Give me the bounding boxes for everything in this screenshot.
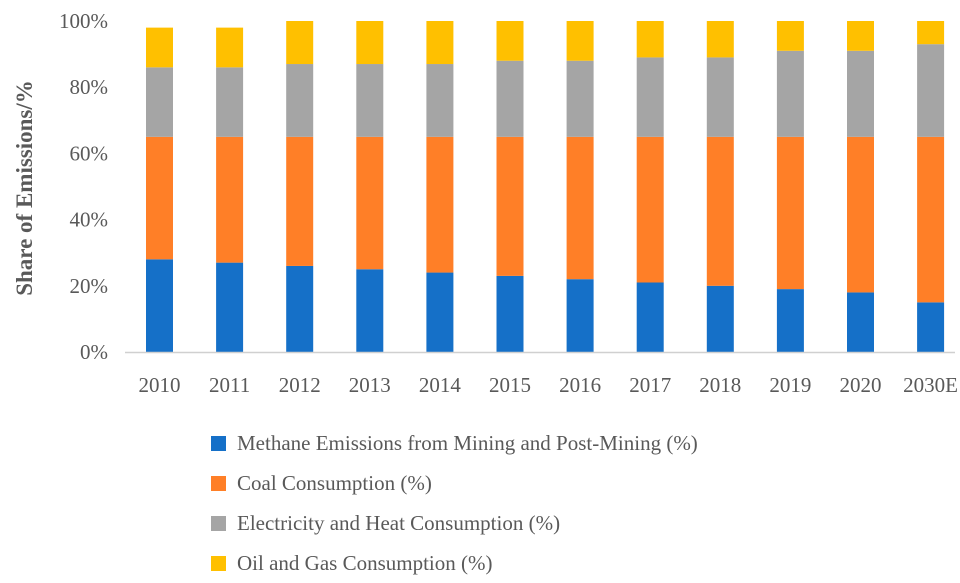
x-tick-label: 2013 [349, 373, 391, 397]
legend-item: Methane Emissions from Mining and Post-M… [211, 423, 698, 463]
y-axis-title: Share of Emissions/% [12, 80, 37, 296]
bar-segment-3 [566, 21, 594, 61]
bar-segment-2 [146, 67, 173, 137]
y-tick-label: 0% [80, 340, 108, 364]
x-tick-label: 2014 [419, 373, 462, 397]
legend-swatch [211, 515, 226, 531]
bar-segment-2 [356, 64, 384, 137]
bar-segment-1 [636, 136, 664, 283]
bar-segment-3 [706, 21, 734, 58]
bar-segment-3 [917, 21, 945, 45]
y-tick-label: 80% [70, 75, 109, 99]
bar-segment-2 [917, 44, 945, 137]
x-tick-label: 2019 [769, 373, 811, 397]
legend-swatch [211, 435, 226, 451]
bar-segment-1 [216, 136, 244, 263]
legend-label: Coal Consumption (%) [237, 470, 432, 495]
bar-segment-1 [847, 136, 874, 293]
bar-segment-3 [146, 27, 173, 68]
bar-segment-1 [566, 136, 594, 280]
x-tick-label: 2011 [209, 373, 250, 397]
bar-segment-1 [146, 136, 173, 260]
bar-segment-0 [496, 275, 524, 352]
legend-item: Oil and Gas Consumption (%) [211, 543, 698, 583]
bar-segment-1 [496, 136, 524, 276]
bar-segment-1 [917, 136, 945, 303]
legend-label: Methane Emissions from Mining and Post-M… [237, 430, 698, 455]
bar-segment-2 [636, 57, 664, 137]
bar-segment-0 [426, 272, 454, 352]
legend-label: Oil and Gas Consumption (%) [237, 550, 493, 575]
bar-segment-1 [356, 136, 384, 270]
y-tick-label: 100% [59, 9, 108, 33]
bar-segment-2 [496, 60, 524, 137]
bar-segment-2 [286, 64, 314, 137]
x-tick-label: 2010 [139, 373, 181, 397]
bar-segment-0 [917, 302, 945, 352]
x-tick-label: 2015 [489, 373, 531, 397]
x-tick-label: 2030E [903, 373, 958, 397]
bar-segment-0 [146, 259, 173, 352]
y-tick-label: 20% [70, 274, 109, 298]
bar-segment-1 [776, 136, 804, 290]
bar-segment-0 [847, 292, 874, 352]
bar-segment-0 [216, 262, 244, 352]
bar-segment-3 [776, 21, 804, 51]
legend-swatch [211, 555, 226, 571]
bar-segment-3 [496, 21, 524, 61]
legend-swatch [211, 475, 226, 491]
bar-segment-0 [706, 285, 734, 352]
legend-label: Electricity and Heat Consumption (%) [237, 510, 561, 535]
bar-segment-3 [356, 21, 384, 65]
y-tick-label: 60% [70, 141, 109, 165]
bar-segment-2 [706, 57, 734, 137]
bar-segment-3 [216, 27, 244, 68]
bar-segment-2 [216, 67, 244, 137]
x-tick-label: 2012 [279, 373, 321, 397]
bar-segment-0 [286, 265, 314, 352]
bar-segment-2 [426, 64, 454, 137]
bar-segment-0 [566, 279, 594, 352]
bar-segment-2 [776, 50, 804, 137]
bar-segment-3 [636, 21, 664, 58]
bar-segment-1 [426, 136, 454, 273]
bar-segment-3 [286, 21, 314, 65]
legend: Methane Emissions from Mining and Post-M… [211, 423, 698, 583]
stacked-bar-chart: Share of Emissions/% 0%20%40%60%80%100% … [12, 9, 958, 397]
bar-segment-0 [636, 282, 664, 352]
x-tick-label: 2018 [699, 373, 741, 397]
bar-segment-2 [847, 50, 874, 137]
bar-segment-3 [426, 21, 454, 65]
bar-segment-3 [847, 21, 874, 51]
bar-segment-1 [286, 136, 314, 266]
y-tick-label: 40% [70, 208, 109, 232]
legend-item: Coal Consumption (%) [211, 463, 698, 503]
bar-segment-0 [356, 269, 384, 352]
bar-segment-1 [706, 136, 734, 286]
bar-segment-0 [776, 289, 804, 352]
legend-item: Electricity and Heat Consumption (%) [211, 503, 698, 543]
x-tick-label: 2020 [840, 373, 882, 397]
bar-segment-2 [566, 60, 594, 137]
x-tick-label: 2017 [629, 373, 671, 397]
x-tick-label: 2016 [559, 373, 601, 397]
